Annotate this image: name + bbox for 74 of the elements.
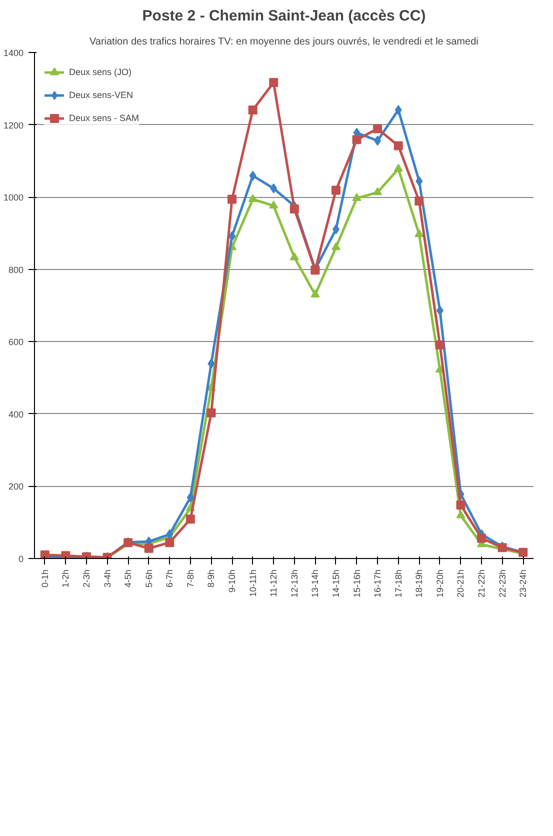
- x-tick-label: 15-16h: [352, 569, 362, 598]
- x-tick-label: 2-3h: [81, 570, 92, 588]
- point: [206, 408, 216, 418]
- y-tick-label: 600: [8, 337, 24, 348]
- point: [373, 124, 382, 134]
- point: [414, 196, 424, 206]
- legend-label: Deux sens (JO): [69, 67, 132, 77]
- y-tick-label: 200: [8, 482, 24, 492]
- point: [144, 544, 154, 553]
- point: [270, 183, 278, 194]
- point: [269, 78, 278, 87]
- legend-label: Deux sens - SAM: [69, 113, 140, 123]
- point: [228, 231, 236, 242]
- x-tick-label: 9-10h: [227, 569, 238, 593]
- point: [435, 340, 444, 350]
- x-tick-label: 12-13h: [289, 569, 300, 598]
- x-tick-label: 10-11h: [248, 569, 258, 597]
- x-tick-label: 20-21h: [456, 569, 466, 598]
- point: [165, 538, 174, 548]
- x-tick-label: 17-18h: [393, 569, 404, 598]
- point: [290, 204, 299, 214]
- point: [352, 135, 362, 144]
- point: [374, 136, 382, 146]
- x-tick-label: 5-6h: [144, 570, 154, 588]
- point: [456, 500, 466, 510]
- point: [186, 492, 194, 502]
- point: [248, 194, 258, 202]
- x-tick-label: 14-15h: [330, 569, 341, 598]
- y-tick-label: 1200: [3, 120, 24, 130]
- point: [394, 164, 403, 172]
- point: [332, 224, 340, 234]
- y-tick-label: 1000: [3, 192, 24, 203]
- chart-subtitle: Variation des trafics horaires TV: en moyenne des jours ouvrés, le vendredi et le samedi: [89, 36, 478, 48]
- point: [394, 141, 403, 150]
- x-tick-label: 19-20h: [434, 569, 445, 598]
- point: [269, 200, 278, 209]
- point: [394, 104, 402, 115]
- point: [331, 186, 340, 195]
- point: [310, 290, 320, 298]
- x-tick-label: 18-19h: [414, 569, 424, 598]
- y-tick-label: 0: [18, 554, 24, 564]
- x-tick-label: 1-2h: [60, 569, 71, 588]
- point: [373, 187, 382, 196]
- x-tick-label: 6-7h: [164, 569, 175, 588]
- legend-label: Deux sens-VEN: [69, 90, 134, 100]
- point: [352, 193, 362, 201]
- y-tick-label: 400: [8, 409, 24, 420]
- point: [248, 105, 258, 114]
- point: [331, 242, 340, 250]
- point: [208, 358, 215, 369]
- y-tick-label: 800: [8, 264, 24, 275]
- x-tick-label: 23-24h: [518, 569, 528, 598]
- point: [414, 229, 424, 238]
- x-tick-label: 13-14h: [310, 569, 320, 598]
- y-tick-label: 1400: [3, 48, 24, 58]
- x-tick-label: 7-8h: [185, 569, 196, 588]
- chart-title: Poste 2 - Chemin Saint-Jean (accès CC): [142, 8, 426, 24]
- point: [249, 170, 256, 181]
- x-tick-label: 22-23h: [497, 569, 508, 598]
- point: [186, 514, 195, 524]
- x-tick-label: 11-12h: [268, 569, 279, 597]
- point: [290, 252, 299, 260]
- point: [228, 194, 237, 204]
- x-tick-label: 21-22h: [476, 569, 487, 598]
- x-tick-label: 4-5h: [123, 569, 134, 588]
- point: [166, 529, 174, 540]
- point: [477, 534, 486, 543]
- x-tick-label: 16-17h: [372, 569, 383, 598]
- point: [416, 176, 423, 186]
- x-tick-label: 0-1h: [40, 570, 50, 588]
- point: [436, 306, 444, 316]
- x-tick-label: 8-9h: [206, 570, 216, 588]
- x-tick-label: 3-4h: [102, 570, 112, 588]
- point: [456, 510, 466, 518]
